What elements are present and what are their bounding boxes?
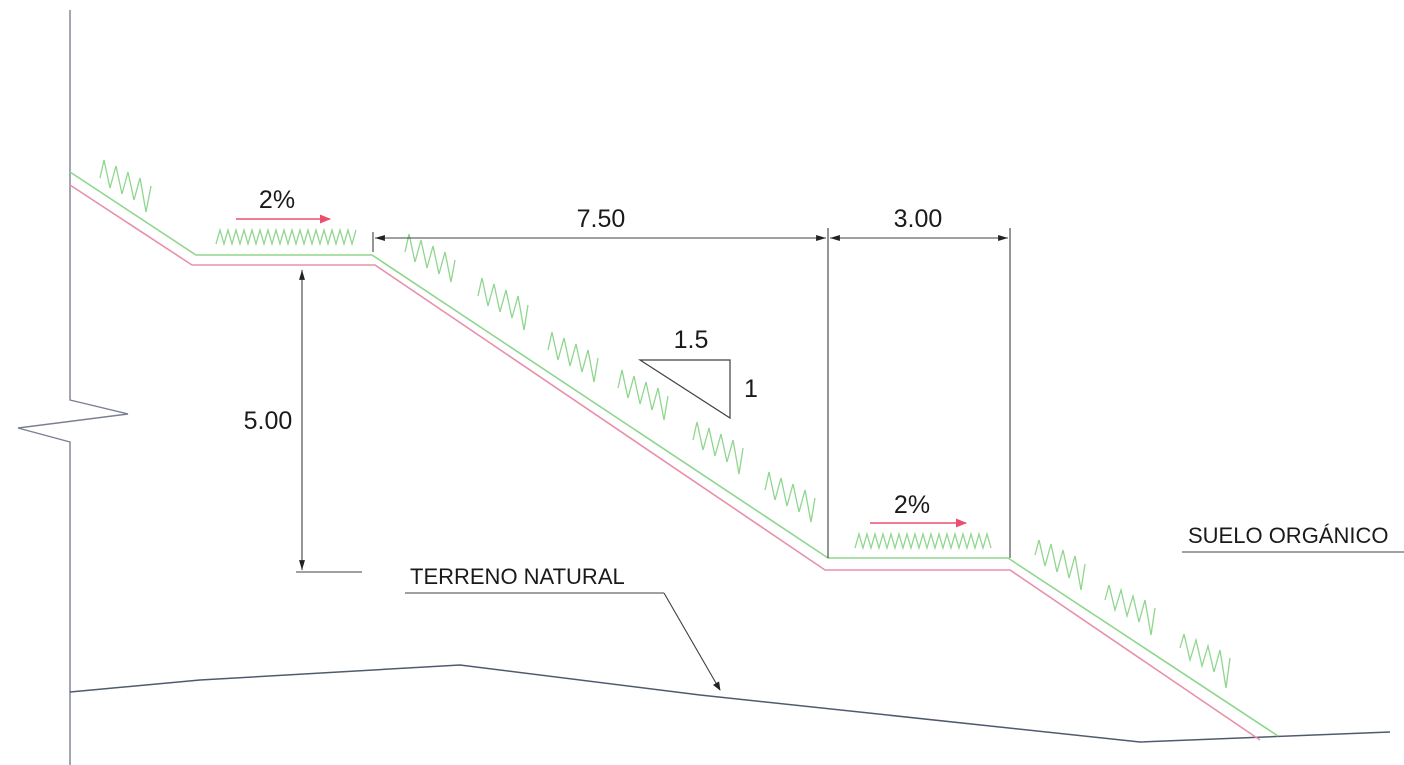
organic-soil-label: SUELO ORGÁNICO <box>1188 523 1388 548</box>
natural-ground-leader-arrow <box>663 592 721 691</box>
excavation-profile <box>69 184 1261 741</box>
slope-ratio-horizontal: 1.5 <box>674 326 709 354</box>
natural-ground-label: TERRENO NATURAL <box>410 564 625 589</box>
lower-drainage-label: 2% <box>894 491 930 519</box>
dimension-extension-lines <box>296 228 1011 573</box>
dimension-label-7-50: 7.50 <box>577 205 626 233</box>
slope-ratio-vertical: 1 <box>744 375 758 403</box>
natural-ground-line <box>69 664 1391 743</box>
slope-ratio-triangle <box>637 359 731 420</box>
upper-drainage-label: 2% <box>259 186 295 214</box>
slope-grass-symbols <box>99 159 1231 689</box>
berm-grass-symbols <box>215 227 992 551</box>
vegetation-profile <box>69 171 1279 737</box>
dimension-label-3-00: 3.00 <box>894 205 943 233</box>
left-boundary-line <box>17 10 129 765</box>
dimension-label-5-00: 5.00 <box>244 407 293 435</box>
